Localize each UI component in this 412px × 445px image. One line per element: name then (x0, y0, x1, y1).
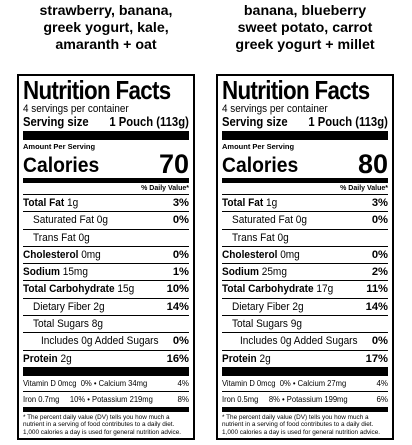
servings-per-container: 4 servings per container (23, 103, 129, 115)
daily-value-header: % Daily Value* (222, 183, 388, 195)
added-sugars-row: Includes 0g Added Sugars 0% (222, 333, 388, 351)
amount-per-serving: Amount Per Serving (222, 142, 295, 151)
total-fat-row: Total Fat 1g 3% (23, 195, 189, 213)
divider-medium (23, 178, 189, 183)
cholesterol-row: Cholesterol 0mg 0% (222, 247, 388, 265)
trans-fat-row: Trans Fat 0g (23, 230, 189, 247)
total-sugars-row: Total Sugars 8g (23, 316, 189, 334)
left-heading-line-3: amaranth + oat (55, 37, 157, 53)
divider-medium (222, 406, 388, 412)
serving-size: Serving size 1 Pouch (113g) (23, 115, 189, 129)
protein-row: Protein 2g 16% (23, 352, 189, 365)
total-carbohydrate-row: Total Carbohydrate 17g 11% (222, 281, 388, 299)
right-heading-line-1: banana, blueberry (243, 3, 367, 19)
footnote: * The percent daily value (DV) tells you… (23, 413, 182, 436)
right-heading-line-2: sweet potato, carrot (237, 20, 373, 36)
saturated-fat-row: Saturated Fat 0g 0% (222, 212, 388, 230)
cholesterol-row: Cholesterol 0mg 0% (23, 247, 189, 265)
right-heading-line-3: greek yogurt + millet (235, 37, 375, 53)
divider-thick (23, 131, 189, 140)
vitamin-row-1: Vitamin D 0mcg 0% • Calcium 34mg 4% (23, 376, 189, 392)
total-sugars-row: Total Sugars 9g (222, 316, 388, 334)
nutrition-facts-title: Nutrition Facts (222, 75, 370, 105)
total-fat-row: Total Fat 1g 3% (222, 195, 388, 213)
right-nutrition-panel: Nutrition Facts 4 servings per container… (216, 74, 394, 440)
calories-row: Calories 70 (23, 149, 189, 179)
amount-per-serving: Amount Per Serving (23, 142, 96, 151)
total-carbohydrate-row: Total Carbohydrate 15g 10% (23, 281, 189, 299)
calories-label: Calories (23, 154, 100, 177)
divider-thick (222, 366, 388, 376)
footnote: * The percent daily value (DV) tells you… (222, 413, 381, 436)
saturated-fat-row: Saturated Fat 0g 0% (23, 212, 189, 230)
vitamin-row-2: Iron 0.5mg 8% • Potassium 199mg 6% (222, 394, 388, 404)
vitamin-row-2: Iron 0.7mg 10% • Potassium 219mg 8% (23, 394, 189, 404)
dietary-fiber-row: Dietary Fiber 2g 14% (23, 299, 189, 317)
left-product-column: strawberry, banana, greek yogurt, kale, … (17, 0, 195, 440)
divider-thick (222, 131, 388, 140)
right-product-column: banana, blueberry sweet potato, carrot g… (216, 0, 394, 440)
calories-value: 80 (357, 149, 388, 179)
left-heading-line-2: greek yogurt, kale, (43, 20, 169, 36)
sodium-row: Sodium 15mg 1% (23, 264, 189, 282)
servings-per-container: 4 servings per container (222, 103, 328, 115)
divider-thick (23, 366, 189, 376)
left-product-name: strawberry, banana, greek yogurt, kale, … (17, 0, 195, 74)
protein-row: Protein 2g 17% (222, 352, 388, 365)
calories-label: Calories (222, 154, 299, 177)
divider-medium (222, 178, 388, 183)
left-heading-line-1: strawberry, banana, (39, 3, 173, 19)
right-product-name: banana, blueberry sweet potato, carrot g… (216, 0, 394, 74)
trans-fat-row: Trans Fat 0g (222, 230, 388, 247)
nutrition-facts-title: Nutrition Facts (23, 75, 171, 105)
divider-medium (23, 406, 189, 412)
calories-row: Calories 80 (222, 149, 388, 179)
vitamin-row-1: Vitamin D 0mcg 0% • Calcium 27mg 4% (222, 376, 388, 392)
added-sugars-row: Includes 0g Added Sugars 0% (23, 333, 189, 351)
daily-value-header: % Daily Value* (23, 183, 189, 195)
sodium-row: Sodium 25mg 2% (222, 264, 388, 282)
left-nutrition-panel: Nutrition Facts 4 servings per container… (17, 74, 195, 440)
dietary-fiber-row: Dietary Fiber 2g 14% (222, 299, 388, 317)
calories-value: 70 (158, 149, 189, 179)
serving-size: Serving size 1 Pouch (113g) (222, 115, 388, 129)
